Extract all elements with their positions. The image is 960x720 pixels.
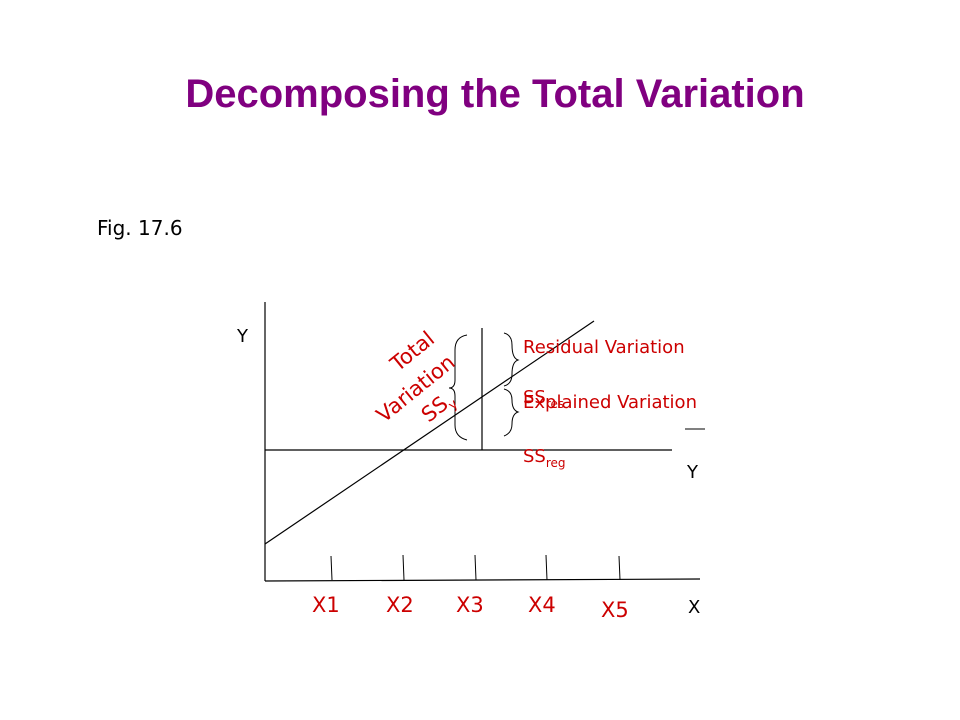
explained-brace (503, 388, 520, 437)
regression-line (264, 320, 595, 545)
slide-title: Decomposing the Total Variation (185, 72, 805, 116)
x-axis-label: X (688, 597, 700, 618)
x-tick-label-5: X5 (601, 598, 629, 622)
x-tick-label-3: X3 (456, 593, 484, 617)
x-tick-2 (402, 554, 405, 581)
x-tick-5 (618, 555, 621, 581)
y-axis-label: Y (236, 326, 249, 347)
x-axis (264, 578, 701, 582)
x-tick-label-4: X4 (528, 593, 556, 617)
x-tick-label-2: X2 (386, 593, 414, 617)
residual-brace (503, 332, 520, 387)
explained-variation-label: Explained Variation (523, 392, 697, 413)
total-variation-label-group: Total Variation SSy (372, 327, 461, 428)
x-tick-4 (545, 554, 548, 581)
ss-reg-symbol: SS (523, 446, 546, 467)
figure-reference: Fig. 17.6 (97, 216, 183, 240)
ss-res-label: SSres (523, 387, 564, 411)
residual-variation-label: Residual Variation (523, 337, 685, 358)
x-tick-label-1: X1 (312, 593, 340, 617)
x-tick-3 (474, 554, 477, 581)
ss-reg-label: SSreg (523, 446, 566, 470)
ss-reg-subscript: reg (546, 456, 566, 470)
ss-res-subscript: res (546, 397, 564, 411)
mean-line-label: Y (686, 462, 699, 483)
x-tick-1 (330, 555, 333, 581)
ss-res-symbol: SS (523, 387, 546, 408)
total-variation-brace (448, 334, 468, 441)
